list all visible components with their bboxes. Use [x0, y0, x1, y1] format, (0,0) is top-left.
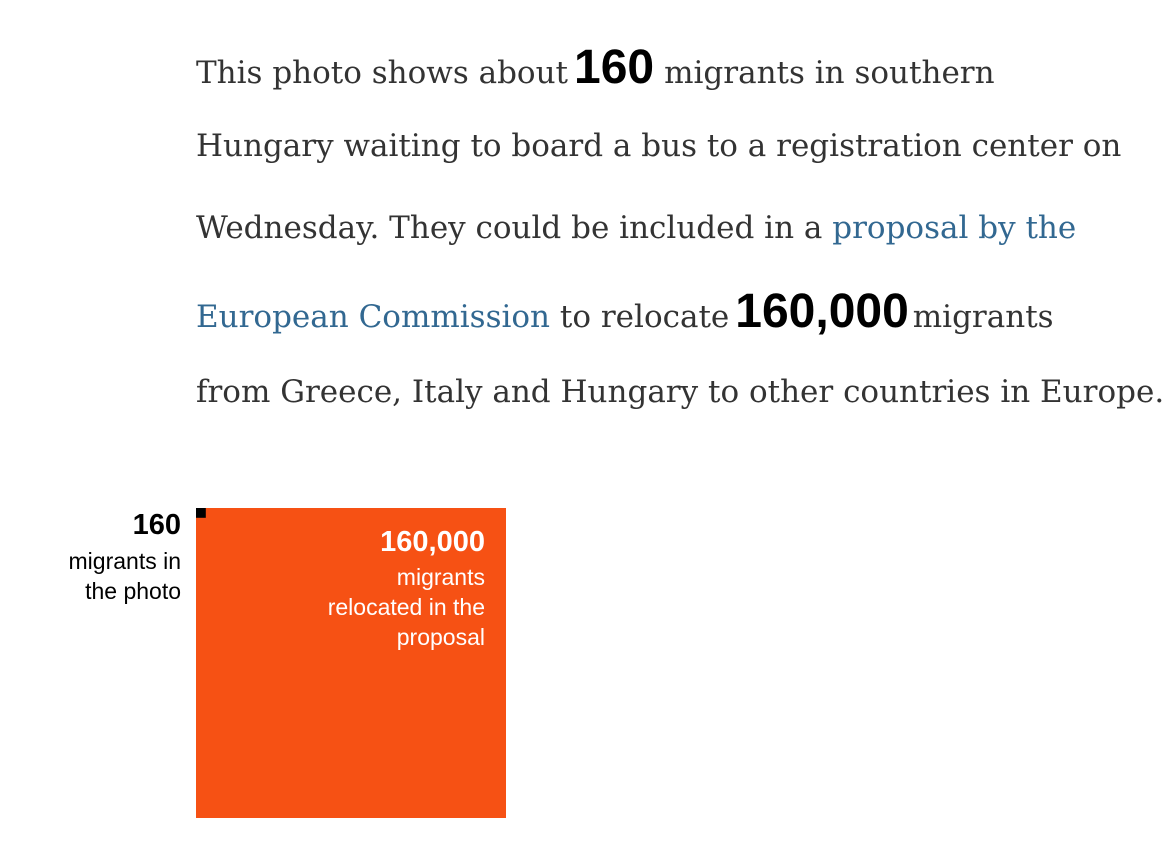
text-span: Wednesday. They could be included in a [196, 210, 823, 246]
relocated-caption-line: migrants [397, 564, 485, 590]
text-span: Hungary waiting to board a bus to a regi… [196, 128, 1122, 164]
paragraph-line: This photo shows about 160 migrants in sou… [196, 28, 1146, 108]
photo-square [196, 508, 206, 518]
photo-caption-line: the photo [85, 578, 181, 604]
relocated-value-label: 160,000 [380, 526, 485, 558]
text-span: This photo shows about [196, 55, 569, 91]
text-span: to relocate [559, 299, 730, 335]
paragraph-line: Wednesday. They could be included in a p… [196, 184, 1146, 272]
photo-count: 160 [574, 41, 655, 94]
photo-caption-line: migrants in [69, 548, 181, 574]
text-span: from Greece, Italy and Hungary to other … [196, 374, 1165, 410]
relocated-caption-line: relocated in the [328, 594, 485, 620]
relocated-square [196, 508, 506, 818]
article-paragraph: This photo shows about 160 migrants in sou… [196, 28, 1164, 432]
proposal-link-continued[interactable]: European Commission [196, 299, 551, 335]
photo-value-label: 160 [133, 509, 181, 541]
relocated-count: 160,000 [735, 285, 909, 338]
paragraph-line: European Commission to relocate 160,000 mi… [196, 272, 1146, 352]
paragraph-line: Hungary waiting to board a bus to a regi… [196, 108, 1146, 184]
proposal-link[interactable]: proposal by the [832, 210, 1077, 246]
text-span: migrants [912, 299, 1054, 335]
paragraph-line: from Greece, Italy and Hungary to other … [196, 352, 1164, 432]
text-span: migrants in southern [664, 55, 995, 91]
relocated-caption-line: proposal [397, 624, 485, 650]
